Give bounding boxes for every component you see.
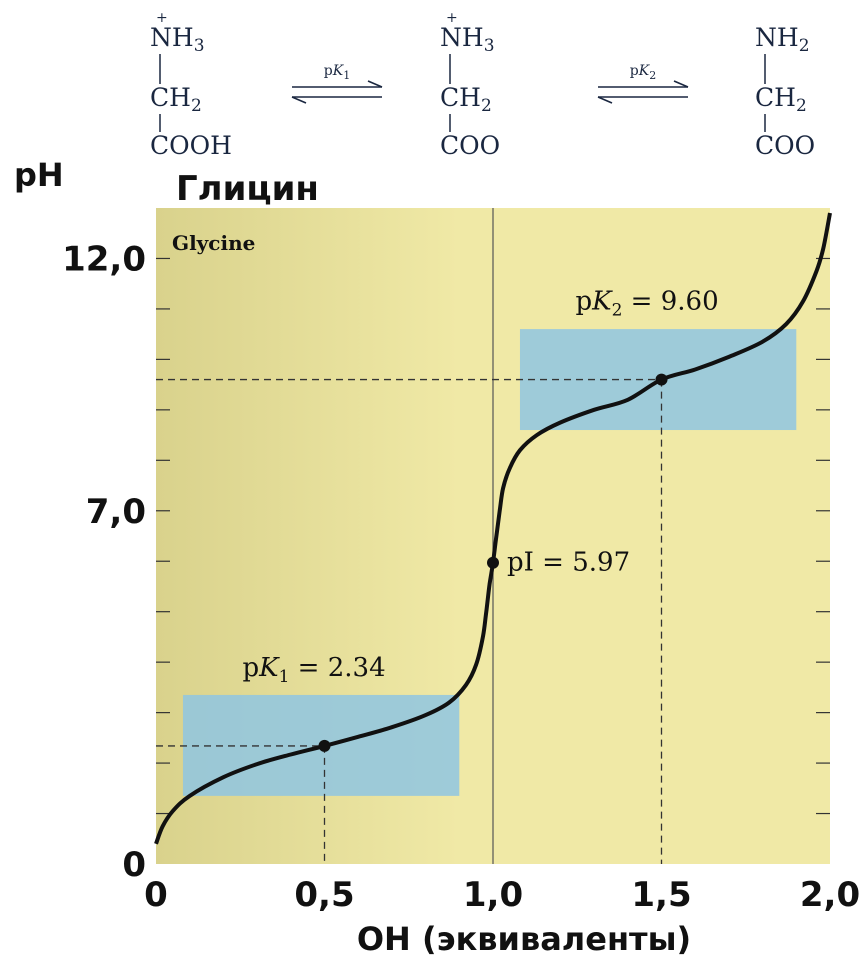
species-2-carboxyl: COO [440, 131, 500, 160]
x-tick-label-2: 0,5 [294, 875, 354, 915]
x-tick-label-4: 1,5 [631, 875, 691, 915]
x-tick-labels: 0 0,5 1,0 1,5 2,0 [144, 875, 860, 915]
species-3-methylene: CH2 [755, 83, 807, 116]
x-tick-label-1: 0 [144, 875, 168, 915]
species-1-charge: + [156, 10, 168, 26]
key-point-label-2: pI = 5.97 [507, 548, 630, 578]
equilibrium-1-reverse-head [291, 96, 307, 104]
species-1-methylene: CH2 [150, 83, 202, 116]
species-3: NH2 CH2 COO [755, 23, 815, 160]
species-2: NH3+ CH2 COO [440, 10, 500, 160]
plot-area: pK1 = 2.34 pI = 5.97 pK2 = 9.60 Glycine [154, 208, 832, 864]
equilibrium-1-label: pK1 [324, 63, 350, 82]
key-points: pK1 = 2.34 pI = 5.97 pK2 = 9.60 [243, 287, 719, 752]
y-axis-title: pH [14, 156, 64, 194]
axis-ticks [156, 257, 830, 815]
equilibrium-1: pK1 [291, 63, 383, 104]
key-point-2 [487, 556, 499, 569]
titration-curve [154, 212, 832, 845]
chart-subtitle: Glycine [172, 231, 255, 255]
y-tick-label-1: 0 [122, 845, 146, 885]
species-2-amine: NH3 [440, 23, 495, 56]
species-1-carboxyl: COOH [150, 131, 232, 160]
key-point-1 [318, 739, 331, 752]
y-tick-label-2: 7,0 [86, 492, 146, 532]
species-3-amine: NH2 [755, 23, 810, 56]
equilibrium-2-label: pK2 [630, 63, 656, 82]
species-1: NH3+ CH2 COOH [150, 10, 232, 160]
species-2-charge: + [446, 10, 458, 26]
species-2-methylene: CH2 [440, 83, 492, 116]
key-point-3 [655, 373, 668, 386]
equilibrium-2-reverse-head [597, 96, 613, 104]
species-1-amine: NH3 [150, 23, 205, 56]
key-point-label-1: pK1 = 2.34 [243, 653, 386, 687]
equilibrium-2: pK2 [597, 63, 689, 104]
equilibrium-1-forward-head [367, 80, 383, 88]
x-tick-label-5: 2,0 [800, 875, 860, 915]
guide-lines [156, 208, 663, 864]
x-tick-label-3: 1,0 [463, 875, 523, 915]
species-3-carboxyl: COO [755, 131, 815, 160]
equilibrium-2-forward-head [673, 80, 689, 88]
y-tick-labels: 0 7,0 12,0 [62, 239, 146, 885]
key-point-label-3: pK2 = 9.60 [576, 287, 719, 321]
x-axis-title: OH (эквиваленты) [357, 920, 691, 958]
y-tick-label-3: 12,0 [62, 239, 146, 279]
chart-title: Глицин [176, 169, 319, 209]
